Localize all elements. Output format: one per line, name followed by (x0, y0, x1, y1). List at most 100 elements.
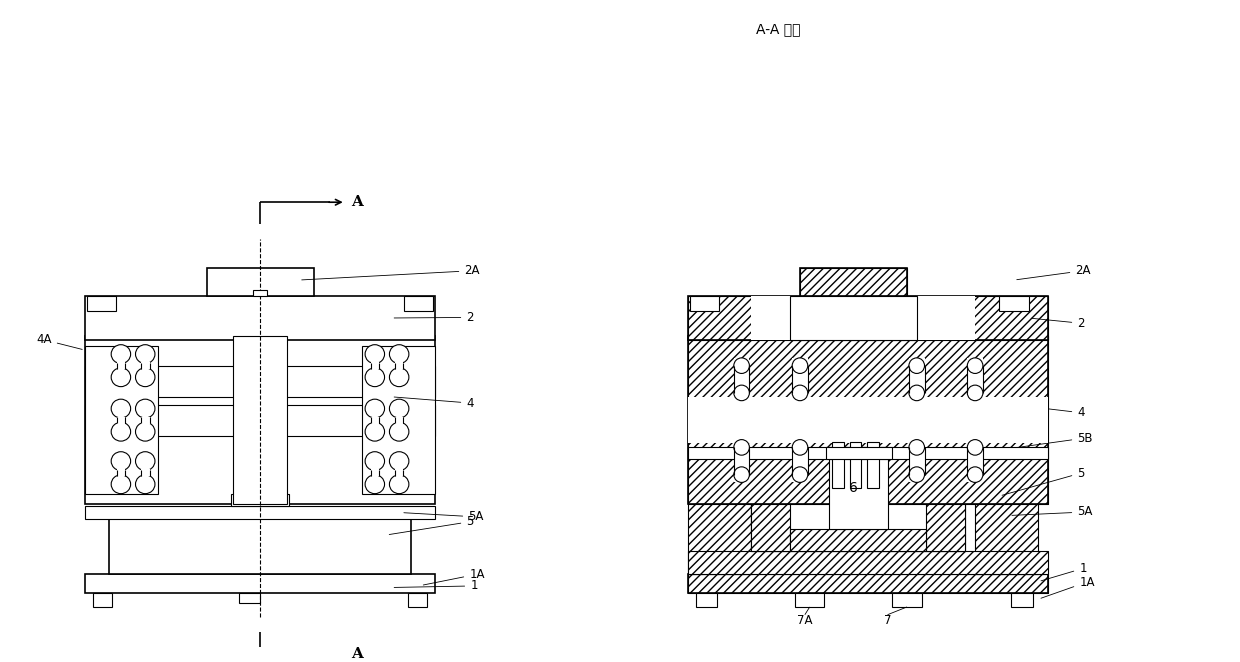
Bar (688, 448, 751, 574)
Ellipse shape (365, 422, 384, 441)
Bar (688, 397, 1048, 444)
Bar (792, 440, 807, 483)
Bar (233, 336, 288, 504)
Bar (207, 268, 314, 296)
Text: 5: 5 (389, 515, 474, 534)
Bar (751, 448, 790, 551)
Bar (688, 574, 1048, 593)
Bar (117, 362, 125, 369)
Bar (751, 448, 966, 471)
Ellipse shape (792, 358, 807, 373)
Ellipse shape (112, 422, 130, 441)
Text: A: A (351, 195, 363, 209)
Ellipse shape (792, 467, 807, 483)
Text: 1A: 1A (423, 568, 485, 585)
Ellipse shape (909, 358, 925, 373)
Bar (832, 442, 843, 489)
Ellipse shape (389, 422, 409, 441)
Text: 5B: 5B (992, 432, 1092, 451)
Ellipse shape (909, 385, 925, 401)
Bar (84, 365, 435, 397)
Ellipse shape (967, 467, 983, 483)
Ellipse shape (365, 345, 384, 363)
Bar (909, 440, 925, 483)
Bar (830, 448, 888, 529)
Bar (688, 296, 1048, 340)
Text: 5A: 5A (404, 510, 484, 524)
Bar (999, 296, 1029, 311)
Bar (109, 510, 410, 574)
Bar (394, 416, 403, 424)
Text: 1A: 1A (1040, 575, 1095, 598)
Bar (751, 296, 825, 340)
Text: 5: 5 (1002, 467, 1085, 495)
Bar (84, 404, 435, 436)
Ellipse shape (909, 440, 925, 455)
Bar (688, 551, 1048, 574)
Bar (688, 448, 751, 459)
Bar (394, 362, 403, 369)
Text: 1: 1 (394, 579, 477, 592)
Ellipse shape (389, 345, 409, 363)
Bar (117, 416, 125, 424)
Ellipse shape (389, 475, 409, 494)
Ellipse shape (135, 368, 155, 387)
Text: A: A (351, 647, 363, 661)
Bar (688, 336, 1048, 504)
Bar (404, 296, 433, 311)
Ellipse shape (135, 475, 155, 494)
Text: 6: 6 (848, 481, 858, 495)
Bar (84, 346, 157, 494)
Ellipse shape (734, 385, 749, 401)
Bar (800, 268, 906, 296)
Text: 7A: 7A (797, 614, 812, 627)
Bar (84, 296, 435, 340)
Text: 4A: 4A (36, 333, 82, 350)
Ellipse shape (365, 368, 384, 387)
Bar (394, 469, 403, 476)
Text: A-A 视图: A-A 视图 (756, 22, 801, 36)
Bar (117, 469, 125, 476)
Bar (1011, 593, 1033, 607)
Text: 4: 4 (1032, 406, 1085, 419)
Text: 5A: 5A (1012, 506, 1092, 518)
Bar (93, 593, 112, 607)
Ellipse shape (365, 399, 384, 418)
Ellipse shape (792, 440, 807, 455)
Bar (371, 416, 379, 424)
Bar (84, 574, 435, 593)
Ellipse shape (365, 475, 384, 494)
Bar (688, 574, 1048, 593)
Bar (87, 296, 117, 311)
Bar (867, 442, 879, 489)
Ellipse shape (389, 451, 409, 471)
Ellipse shape (135, 345, 155, 363)
Ellipse shape (734, 358, 749, 373)
Bar (408, 593, 428, 607)
Ellipse shape (967, 440, 983, 455)
Text: 4: 4 (394, 397, 474, 410)
Bar (84, 336, 435, 504)
Bar (967, 440, 983, 483)
Ellipse shape (389, 399, 409, 418)
Bar (371, 362, 379, 369)
Bar (800, 268, 906, 296)
Text: 2: 2 (394, 311, 474, 324)
Bar (792, 358, 807, 401)
Bar (688, 336, 1048, 504)
Text: 6: 6 (848, 490, 866, 503)
Bar (734, 358, 749, 401)
Bar (849, 442, 862, 489)
Bar (688, 448, 1048, 459)
Ellipse shape (967, 385, 983, 401)
Bar (967, 358, 983, 401)
Bar (898, 296, 975, 340)
Bar (362, 346, 435, 494)
Ellipse shape (112, 475, 130, 494)
Ellipse shape (112, 451, 130, 471)
Text: 2: 2 (1032, 316, 1085, 330)
Bar (975, 448, 1038, 574)
Ellipse shape (112, 368, 130, 387)
Text: 2A: 2A (301, 264, 480, 280)
Ellipse shape (112, 399, 130, 418)
